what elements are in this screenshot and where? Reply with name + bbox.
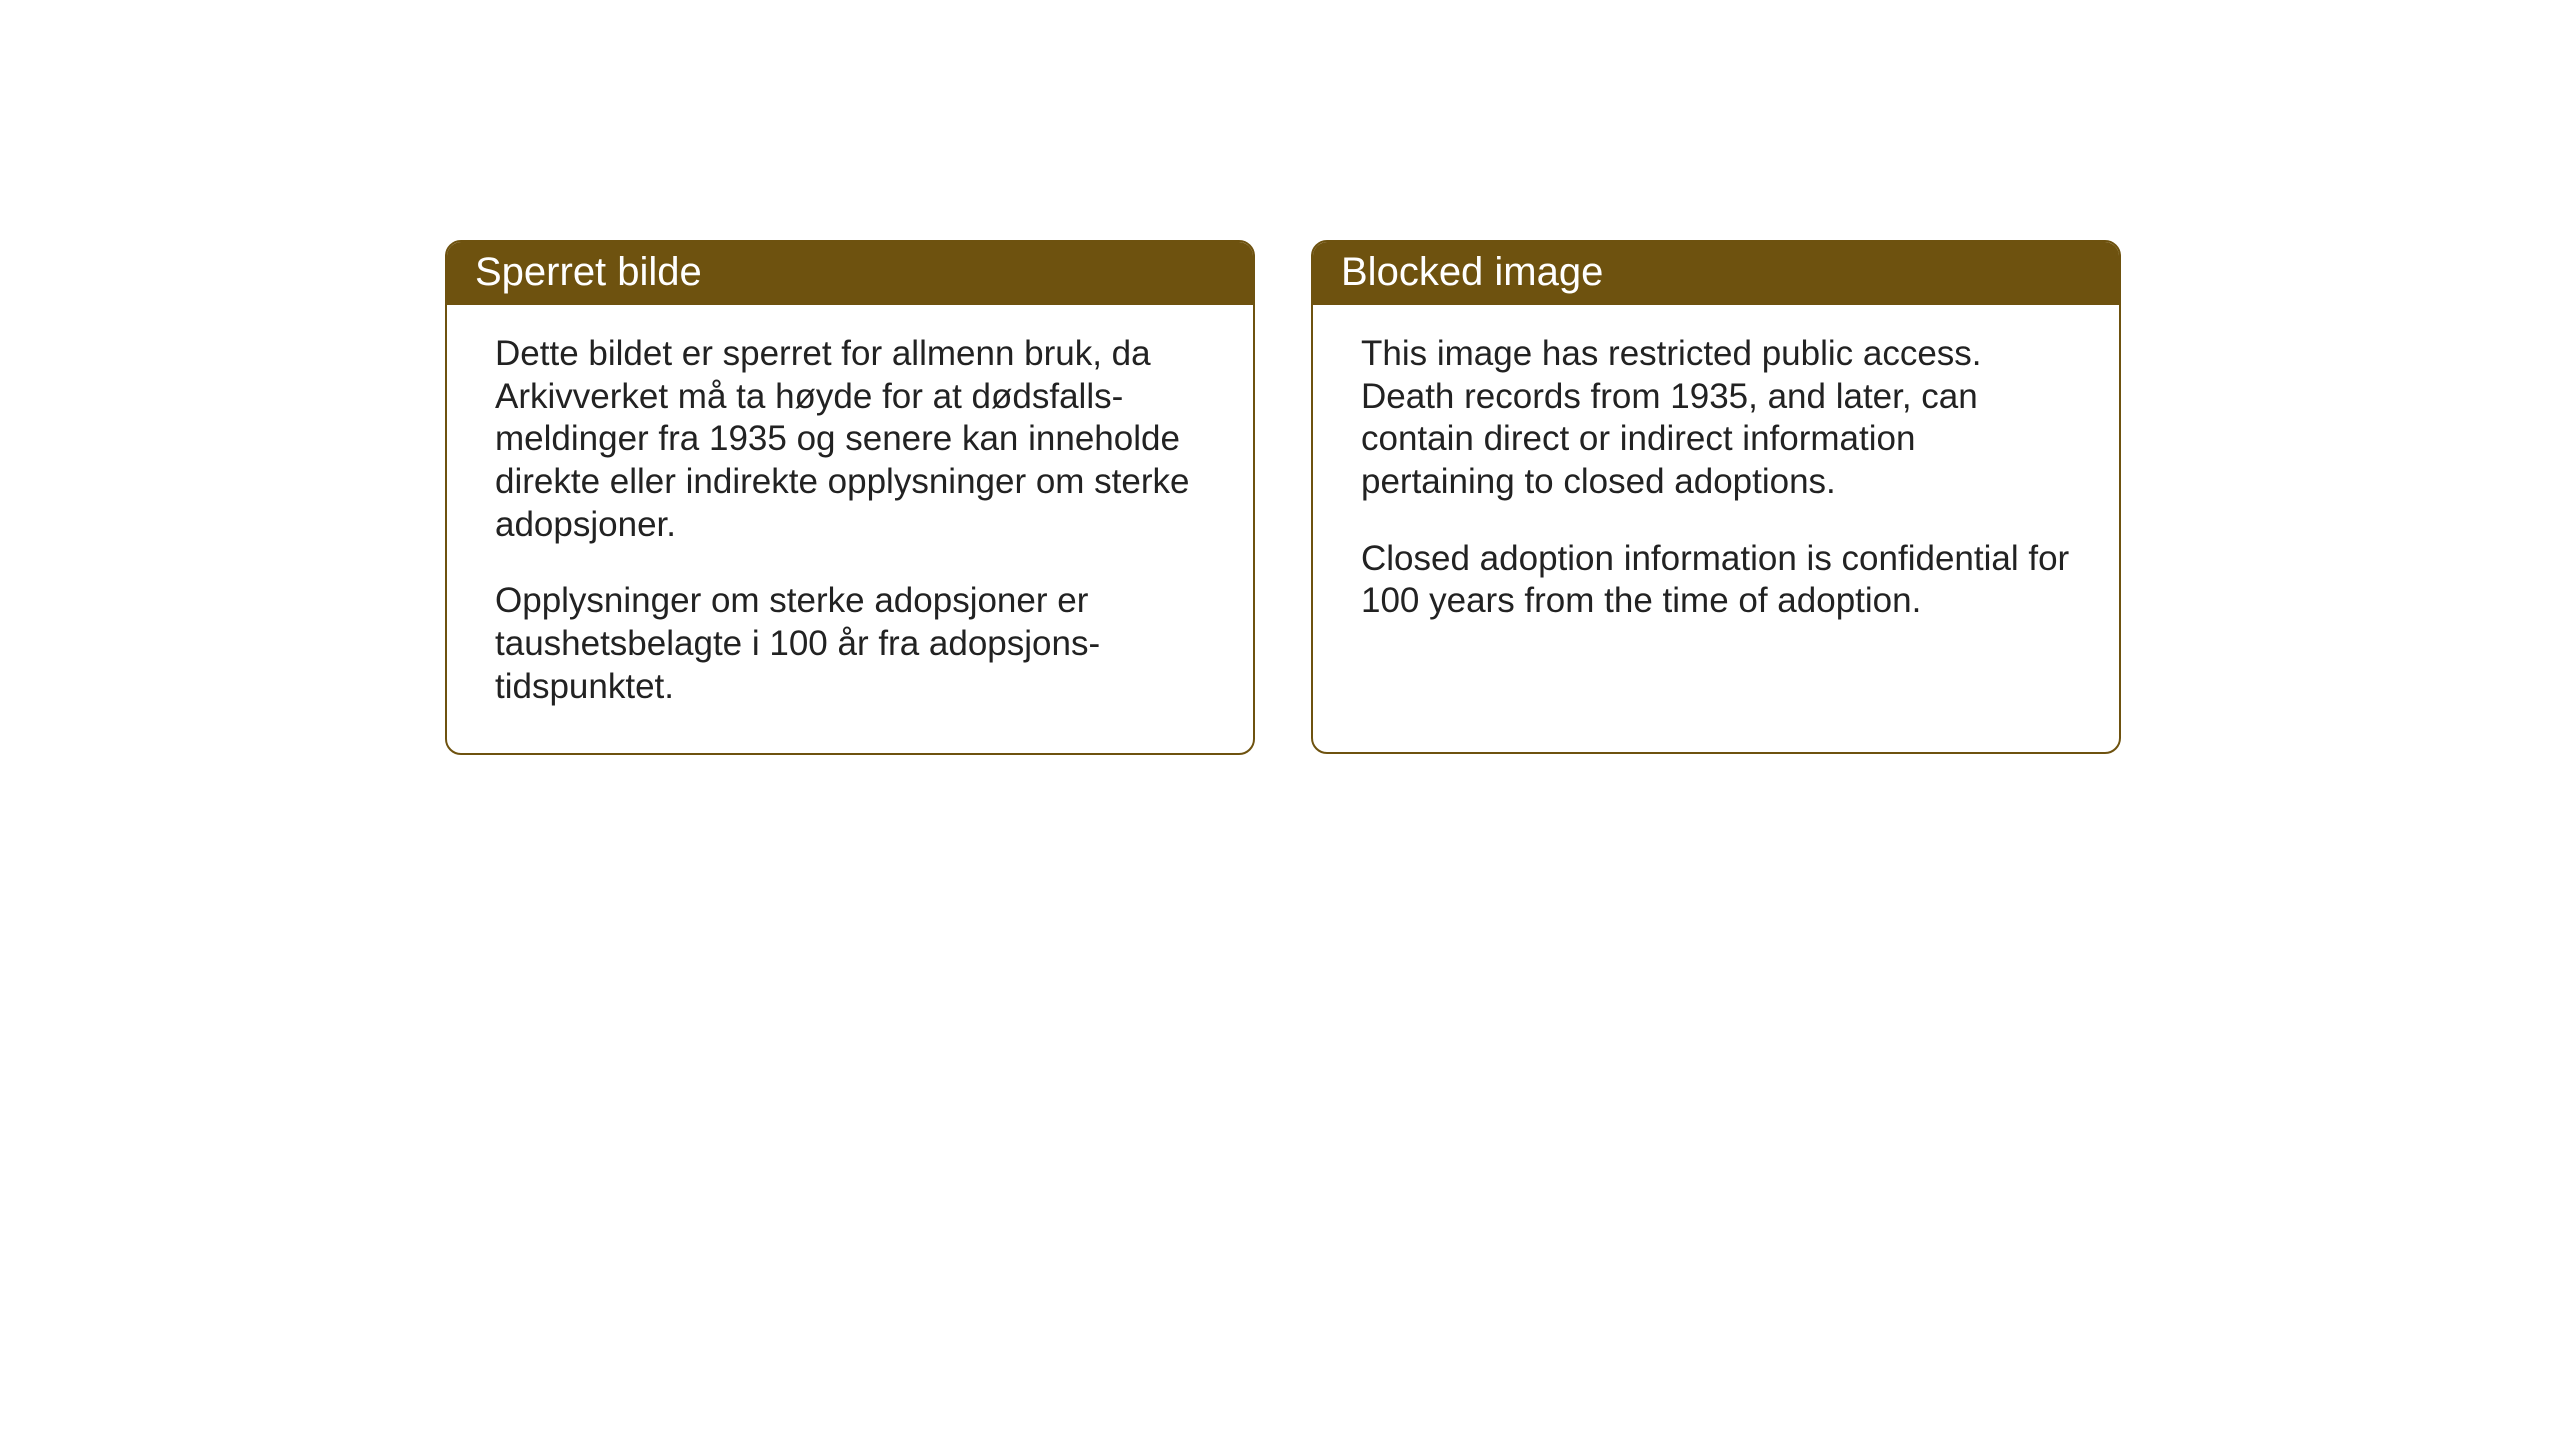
notice-paragraph-1-norwegian: Dette bildet er sperret for allmenn bruk…	[495, 333, 1205, 546]
notice-body-norwegian: Dette bildet er sperret for allmenn bruk…	[447, 305, 1253, 753]
notice-header-norwegian: Sperret bilde	[447, 242, 1253, 305]
notice-card-norwegian: Sperret bilde Dette bildet er sperret fo…	[445, 240, 1255, 755]
notice-paragraph-1-english: This image has restricted public access.…	[1361, 333, 2071, 504]
notice-card-english: Blocked image This image has restricted …	[1311, 240, 2121, 754]
notice-body-english: This image has restricted public access.…	[1313, 305, 2119, 752]
notice-paragraph-2-norwegian: Opplysninger om sterke adopsjoner er tau…	[495, 580, 1205, 708]
notice-paragraph-2-english: Closed adoption information is confident…	[1361, 538, 2071, 623]
notice-header-english: Blocked image	[1313, 242, 2119, 305]
notice-cards-container: Sperret bilde Dette bildet er sperret fo…	[445, 240, 2121, 755]
